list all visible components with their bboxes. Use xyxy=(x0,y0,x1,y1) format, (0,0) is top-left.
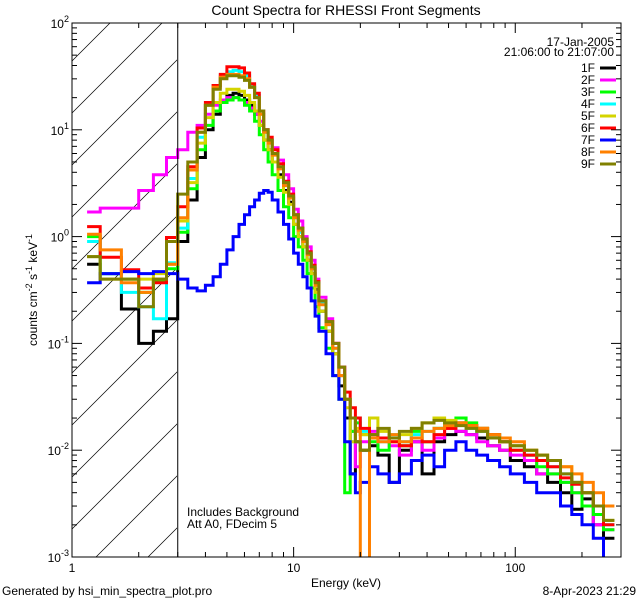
y-tick-base: 10 xyxy=(51,17,65,31)
annotation-background: Includes Background xyxy=(187,505,299,519)
series-9F xyxy=(87,74,615,522)
plot-frame xyxy=(71,22,622,558)
legend-label-1F: 1F xyxy=(581,61,595,75)
y-tick-label: 102 xyxy=(51,14,69,31)
y-axis-label: counts cm-2 s-1 keV-1 xyxy=(24,234,40,346)
y-label-part: s xyxy=(26,274,40,283)
series-7F xyxy=(87,189,605,557)
legend-label-9F: 9F xyxy=(581,157,595,171)
y-tick-exponent: 0 xyxy=(64,228,69,238)
hatch-line xyxy=(72,23,163,114)
x-tick-label: 1 xyxy=(69,561,76,575)
y-label-part: keV xyxy=(26,242,40,266)
hatch-line xyxy=(72,319,177,426)
annotation-attenuator: Att A0, FDecim 5 xyxy=(187,517,277,531)
x-axis-label: Energy (keV) xyxy=(311,576,381,590)
legend-label-8F: 8F xyxy=(581,145,595,159)
hatch-line xyxy=(72,215,177,322)
x-tick-label: 10 xyxy=(287,561,301,575)
y-tick-exponent: 2 xyxy=(64,14,69,24)
y-tick-label: 100 xyxy=(51,228,69,245)
legend-label-3F: 3F xyxy=(581,85,595,99)
y-tick-base: 10 xyxy=(48,444,62,458)
y-tick-label: 10-1 xyxy=(48,334,69,351)
footer-timestamp: 8-Apr-2023 21:29 xyxy=(543,584,637,598)
chart-title: Count Spectra for RHESSI Front Segments xyxy=(211,2,480,18)
legend-date: 17-Jan-2005 xyxy=(547,35,615,49)
y-label-exp: -2 xyxy=(24,283,34,291)
y-tick-base: 10 xyxy=(51,231,65,245)
legend-label-7F: 7F xyxy=(581,133,595,147)
y-tick-label: 101 xyxy=(51,121,69,138)
y-tick-base: 10 xyxy=(51,124,65,138)
y-tick-base: 10 xyxy=(48,551,62,565)
y-tick-base: 10 xyxy=(48,337,62,351)
x-tick-label: 100 xyxy=(505,561,525,575)
legend-label-2F: 2F xyxy=(581,73,595,87)
legend-time-range: 21:06:00 to 21:07:00 xyxy=(504,45,614,59)
y-tick-exponent: -1 xyxy=(61,334,69,344)
axis-ticks xyxy=(71,23,622,558)
legend-label-4F: 4F xyxy=(581,97,595,111)
series-2F xyxy=(87,96,615,532)
hatch-line xyxy=(72,23,111,62)
legend-label-6F: 6F xyxy=(581,121,595,135)
y-tick-exponent: -3 xyxy=(61,548,69,558)
y-tick-label: 10-2 xyxy=(48,441,69,458)
hatch-line xyxy=(72,371,177,478)
footer-generated-by: Generated by hsi_min_spectra_plot.pro xyxy=(2,584,212,598)
y-label-part: counts cm xyxy=(26,291,40,346)
hatched-region xyxy=(72,23,177,557)
series-group xyxy=(87,65,615,557)
y-label-exp: -1 xyxy=(24,234,34,242)
hatch-line xyxy=(72,163,177,270)
y-tick-exponent: 1 xyxy=(64,121,69,131)
y-label-exp: -1 xyxy=(24,266,34,274)
x-tick-labels: 1 10 100 xyxy=(69,561,526,575)
y-tick-label: 10-3 xyxy=(48,548,69,565)
hatch-line xyxy=(72,423,177,530)
y-tick-exponent: -2 xyxy=(61,441,69,451)
legend-label-5F: 5F xyxy=(581,109,595,123)
